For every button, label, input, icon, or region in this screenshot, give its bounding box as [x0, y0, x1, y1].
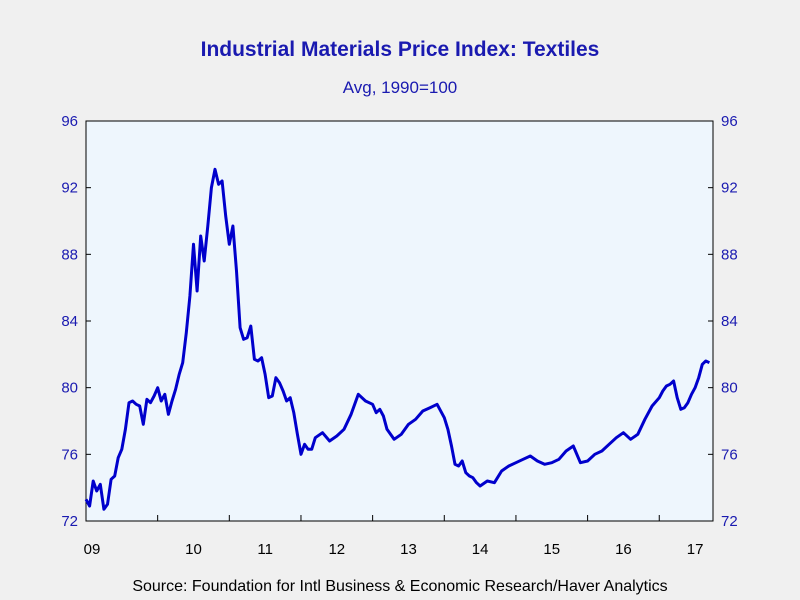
x-tick-label: 13 — [400, 541, 417, 558]
x-tick-label: 12 — [328, 541, 345, 558]
y-tick-label-left: 92 — [61, 180, 78, 197]
x-tick-label: 17 — [687, 541, 704, 558]
series-line — [84, 167, 711, 511]
x-tick-label: 14 — [472, 541, 489, 558]
y-tick-label-left: 84 — [61, 313, 78, 330]
x-tick-label: 09 — [84, 541, 101, 558]
y-tick-label-left: 72 — [61, 513, 78, 530]
x-tick-label: 11 — [257, 541, 273, 558]
source-note: Source: Foundation for Intl Business & E… — [132, 578, 668, 595]
y-tick-label-right: 76 — [721, 446, 738, 463]
y-tick-label-right: 72 — [721, 513, 738, 530]
y-tick-label-right: 96 — [721, 113, 738, 130]
y-tick-label-right: 80 — [721, 380, 738, 397]
y-tick-label-right: 88 — [721, 246, 738, 263]
x-tick-label: 16 — [615, 541, 632, 558]
x-tick-label: 10 — [185, 541, 202, 558]
chart-subtitle: Avg, 1990=100 — [342, 78, 458, 97]
y-tick-label-left: 80 — [61, 380, 78, 397]
y-tick-label-left: 96 — [61, 113, 78, 130]
chart-title: Industrial Materials Price Index: Textil… — [200, 38, 600, 61]
x-tick-label: 15 — [543, 541, 560, 558]
y-tick-label-right: 92 — [721, 180, 738, 197]
plot-area — [85, 120, 714, 522]
y-tick-label-right: 84 — [721, 313, 738, 330]
y-tick-label-left: 88 — [61, 246, 78, 263]
y-tick-label-left: 76 — [61, 446, 78, 463]
